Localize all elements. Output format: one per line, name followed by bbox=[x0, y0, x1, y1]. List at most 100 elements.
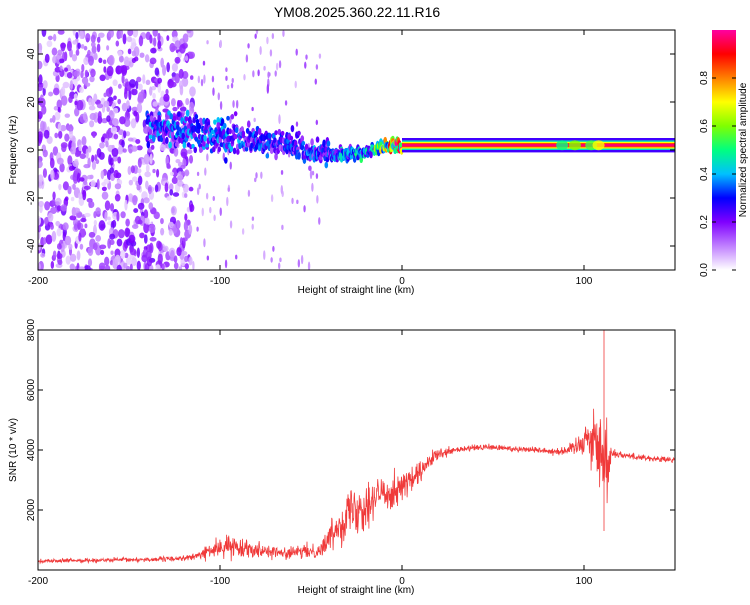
spectrogram-noise-blob bbox=[93, 52, 98, 61]
spectrogram-noise-blob bbox=[148, 86, 153, 96]
spectrogram-noise-blob bbox=[107, 216, 111, 221]
spectrogram-signal-blob bbox=[592, 140, 605, 151]
x-tick-label: -100 bbox=[210, 276, 230, 287]
spectrogram-noise-blob bbox=[177, 51, 182, 59]
spectrogram-noise-blob bbox=[232, 100, 235, 108]
spectrogram-noise-blob bbox=[156, 168, 160, 178]
spectrogram-noise-blob bbox=[181, 76, 189, 87]
spectrogram-noise-blob bbox=[270, 194, 274, 203]
spectrogram-noise-blob bbox=[56, 99, 63, 110]
x-tick-label: 100 bbox=[576, 276, 593, 287]
spectrogram-noise-blob bbox=[59, 65, 63, 72]
spectrogram-noise-blob bbox=[128, 148, 133, 154]
spectrogram-noise-blob bbox=[51, 230, 57, 242]
spectrogram-noise-blob bbox=[83, 185, 91, 190]
spectrogram-noise-blob bbox=[149, 242, 154, 254]
spectrogram-noise-blob bbox=[76, 212, 83, 218]
snr-series-line bbox=[38, 330, 675, 565]
spectrogram-noise-blob bbox=[58, 130, 63, 139]
spectrogram-noise-blob bbox=[157, 77, 163, 84]
spectrogram-noise-blob bbox=[50, 206, 57, 215]
spectrogram-noise-blob bbox=[297, 259, 301, 268]
spectrogram-noise-blob bbox=[188, 51, 195, 59]
spectrogram-noise-blob bbox=[245, 54, 249, 63]
spectrogram-noise-blob bbox=[117, 98, 122, 105]
spectrogram-noise-blob bbox=[50, 169, 55, 181]
spectrogram-noise-blob bbox=[49, 224, 54, 230]
spectrogram-noise-blob bbox=[277, 262, 281, 270]
spectrogram-noise-blob bbox=[81, 76, 89, 85]
y-tick-label: -20 bbox=[26, 190, 37, 205]
spectrogram-noise-blob bbox=[113, 95, 117, 101]
spectrogram-noise-blob bbox=[280, 184, 284, 195]
spectrogram-noise-blob bbox=[52, 197, 56, 206]
spectrogram-noise-blob bbox=[137, 168, 142, 174]
spectrogram-noise-blob bbox=[42, 87, 46, 96]
spectrogram-main-line bbox=[402, 144, 675, 147]
spectrogram-noise-blob bbox=[171, 46, 178, 51]
spectrogram-noise-blob bbox=[100, 170, 105, 180]
spectrogram-noise-blob bbox=[52, 146, 59, 156]
spectrogram-noise-blob bbox=[79, 177, 85, 182]
spectrogram-signal-blob bbox=[203, 134, 207, 142]
spectrogram-noise-blob bbox=[181, 250, 188, 256]
spectrogram-noise-blob bbox=[252, 70, 255, 78]
spectrogram-noise-blob bbox=[188, 224, 193, 235]
spectrogram-noise-blob bbox=[78, 232, 82, 242]
spectrogram-noise-blob bbox=[124, 227, 130, 238]
spectrogram-noise-blob bbox=[44, 201, 51, 211]
spectrogram-signal-blob bbox=[568, 140, 581, 151]
spectrogram-noise-blob bbox=[184, 169, 190, 177]
spectrogram-noise-blob bbox=[117, 229, 125, 239]
spectrogram-noise-blob bbox=[70, 196, 75, 202]
spectrogram-noise-blob bbox=[57, 123, 62, 132]
spectrogram-signal-blob bbox=[326, 140, 331, 147]
spectrogram-noise-blob bbox=[188, 256, 193, 266]
spectrogram-noise-blob bbox=[66, 40, 72, 52]
spectrogram-noise-blob bbox=[104, 265, 111, 270]
spectrogram-noise-blob bbox=[219, 101, 223, 110]
spectrogram-noise-blob bbox=[235, 254, 238, 260]
spectrogram-noise-blob bbox=[281, 224, 284, 230]
spectrogram-noise-blob bbox=[133, 208, 139, 214]
spectrogram-noise-blob bbox=[133, 56, 139, 62]
spectrogram-noise-blob bbox=[45, 234, 53, 245]
spectrogram-noise-blob bbox=[52, 87, 60, 96]
spectrogram-noise-blob bbox=[44, 53, 50, 64]
snr-x-ticks: -200 -100 0 100 bbox=[28, 330, 593, 587]
spectrogram-noise-blob bbox=[147, 184, 153, 195]
spectrogram-noise-blob bbox=[296, 199, 299, 205]
y-tick-label: 40 bbox=[26, 48, 37, 60]
spectrogram-signal-blob bbox=[290, 124, 295, 133]
spectrogram-noise-blob bbox=[149, 57, 157, 65]
spectrogram-noise-blob bbox=[93, 242, 98, 251]
spectrogram-noise-blob bbox=[113, 107, 119, 114]
spectrogram-signal-blob bbox=[241, 130, 246, 137]
colorbar-tick-label: 0.2 bbox=[699, 215, 710, 229]
spectrogram-noise-blob bbox=[101, 186, 107, 192]
spectrogram-noise-blob bbox=[268, 72, 271, 77]
spectrogram-signal-blob bbox=[274, 130, 278, 136]
y-tick-label: 20 bbox=[26, 96, 37, 108]
spectrogram-noise-blob bbox=[110, 203, 115, 212]
spectrogram-x-ticks: -200 -100 0 100 bbox=[28, 30, 593, 287]
spectrogram-noise-blob bbox=[42, 149, 48, 158]
spectrogram-noise-blob bbox=[38, 242, 41, 251]
spectrogram-noise-blob bbox=[130, 37, 136, 49]
spectrogram-noise-blob bbox=[103, 92, 107, 98]
spectrogram-noise-blob bbox=[75, 49, 80, 56]
spectrogram-noise-blob bbox=[92, 132, 96, 139]
spectrogram-signal-blob bbox=[310, 138, 314, 147]
spectrogram-noise-blob bbox=[40, 252, 46, 258]
spectrogram-noise-blob bbox=[122, 33, 127, 45]
spectrogram-noise-blob bbox=[96, 36, 101, 43]
spectrogram-noise-blob bbox=[99, 244, 107, 250]
spectrogram-noise-blob bbox=[225, 75, 228, 81]
spectrogram-noise-blob bbox=[88, 55, 94, 66]
spectrogram-noise-blob bbox=[133, 110, 138, 117]
spectrogram-noise-blob bbox=[87, 145, 92, 153]
spectrogram-noise-blob bbox=[189, 101, 195, 112]
spectrogram-noise-blob bbox=[38, 215, 42, 226]
spectrogram-noise-blob bbox=[247, 189, 251, 197]
spectrogram-noise-blob bbox=[59, 162, 65, 173]
